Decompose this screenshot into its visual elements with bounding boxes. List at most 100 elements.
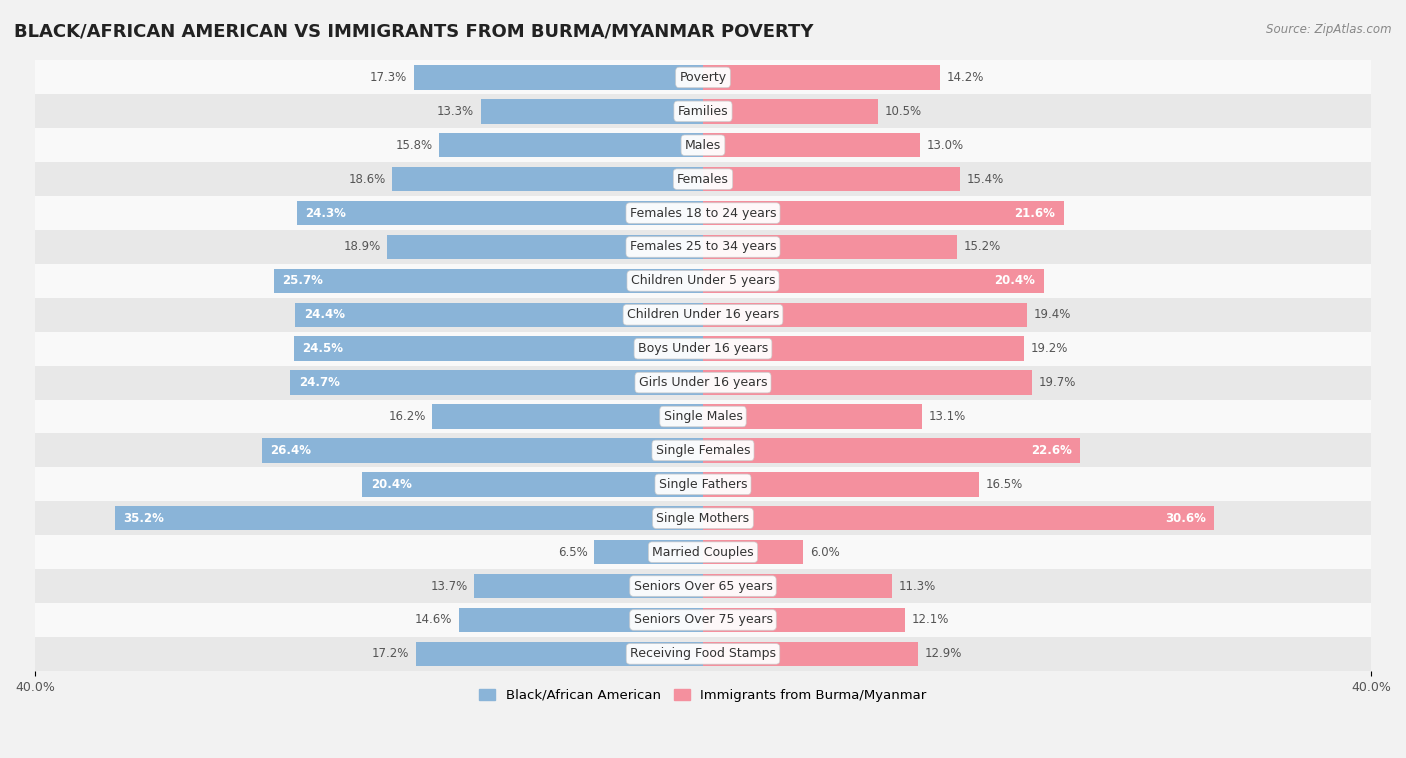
Text: 11.3%: 11.3% xyxy=(898,580,935,593)
Text: 6.5%: 6.5% xyxy=(558,546,588,559)
Text: Poverty: Poverty xyxy=(679,71,727,84)
Bar xyxy=(703,302,1026,327)
Text: Females: Females xyxy=(678,173,728,186)
Bar xyxy=(294,337,703,361)
Text: 13.0%: 13.0% xyxy=(927,139,965,152)
Text: 30.6%: 30.6% xyxy=(1164,512,1206,525)
Bar xyxy=(703,574,891,598)
Bar xyxy=(35,535,1371,569)
Text: Single Mothers: Single Mothers xyxy=(657,512,749,525)
Bar xyxy=(387,235,703,259)
Bar xyxy=(35,230,1371,264)
Bar xyxy=(392,167,703,191)
Bar xyxy=(35,434,1371,468)
Text: 22.6%: 22.6% xyxy=(1031,444,1073,457)
Bar xyxy=(274,268,703,293)
Text: 17.3%: 17.3% xyxy=(370,71,408,84)
Bar xyxy=(35,569,1371,603)
Text: 20.4%: 20.4% xyxy=(994,274,1035,287)
Bar xyxy=(35,162,1371,196)
Text: Seniors Over 75 years: Seniors Over 75 years xyxy=(634,613,772,626)
Bar xyxy=(35,264,1371,298)
Text: 16.5%: 16.5% xyxy=(986,478,1022,491)
Bar xyxy=(35,637,1371,671)
Bar xyxy=(115,506,703,531)
Bar xyxy=(433,404,703,429)
Bar xyxy=(481,99,703,124)
Bar xyxy=(474,574,703,598)
Text: Females 18 to 24 years: Females 18 to 24 years xyxy=(630,207,776,220)
Bar xyxy=(703,540,803,565)
Text: 13.1%: 13.1% xyxy=(928,410,966,423)
Text: 15.8%: 15.8% xyxy=(395,139,433,152)
Text: 14.2%: 14.2% xyxy=(946,71,984,84)
Text: Single Females: Single Females xyxy=(655,444,751,457)
Bar xyxy=(703,235,957,259)
Bar xyxy=(35,603,1371,637)
Text: 6.0%: 6.0% xyxy=(810,546,839,559)
Bar xyxy=(35,128,1371,162)
Bar xyxy=(35,399,1371,434)
Text: 20.4%: 20.4% xyxy=(371,478,412,491)
Text: Families: Families xyxy=(678,105,728,117)
Text: 24.5%: 24.5% xyxy=(302,342,343,356)
Bar xyxy=(703,404,922,429)
Bar xyxy=(262,438,703,462)
Text: Single Males: Single Males xyxy=(664,410,742,423)
Bar xyxy=(595,540,703,565)
Text: Children Under 16 years: Children Under 16 years xyxy=(627,309,779,321)
Bar xyxy=(416,642,703,666)
Text: 10.5%: 10.5% xyxy=(884,105,922,117)
Text: 12.1%: 12.1% xyxy=(911,613,949,626)
Text: 19.2%: 19.2% xyxy=(1031,342,1067,356)
Bar xyxy=(460,608,703,632)
Bar xyxy=(703,608,905,632)
Bar xyxy=(295,302,703,327)
Text: Males: Males xyxy=(685,139,721,152)
Bar xyxy=(703,65,941,89)
Bar xyxy=(703,99,879,124)
Text: Boys Under 16 years: Boys Under 16 years xyxy=(638,342,768,356)
Bar xyxy=(35,61,1371,95)
Text: Girls Under 16 years: Girls Under 16 years xyxy=(638,376,768,389)
Bar xyxy=(703,371,1032,395)
Bar xyxy=(703,472,979,496)
Text: 17.2%: 17.2% xyxy=(371,647,409,660)
Text: 19.4%: 19.4% xyxy=(1033,309,1071,321)
Legend: Black/African American, Immigrants from Burma/Myanmar: Black/African American, Immigrants from … xyxy=(474,684,932,707)
Text: Females 25 to 34 years: Females 25 to 34 years xyxy=(630,240,776,253)
Text: Married Couples: Married Couples xyxy=(652,546,754,559)
Bar xyxy=(35,196,1371,230)
Text: 15.2%: 15.2% xyxy=(963,240,1001,253)
Bar xyxy=(35,365,1371,399)
Text: 12.9%: 12.9% xyxy=(925,647,963,660)
Text: Single Fathers: Single Fathers xyxy=(659,478,747,491)
Text: 24.7%: 24.7% xyxy=(299,376,340,389)
Text: Receiving Food Stamps: Receiving Food Stamps xyxy=(630,647,776,660)
Text: Source: ZipAtlas.com: Source: ZipAtlas.com xyxy=(1267,23,1392,36)
Bar xyxy=(703,438,1080,462)
Bar xyxy=(703,201,1064,225)
Text: 19.7%: 19.7% xyxy=(1039,376,1076,389)
Bar xyxy=(413,65,703,89)
Text: 35.2%: 35.2% xyxy=(124,512,165,525)
Text: 25.7%: 25.7% xyxy=(283,274,323,287)
Text: 16.2%: 16.2% xyxy=(388,410,426,423)
Text: 13.3%: 13.3% xyxy=(437,105,474,117)
Bar xyxy=(703,167,960,191)
Bar xyxy=(703,268,1043,293)
Text: 15.4%: 15.4% xyxy=(967,173,1004,186)
Text: 13.7%: 13.7% xyxy=(430,580,468,593)
Bar xyxy=(439,133,703,158)
Bar xyxy=(297,201,703,225)
Text: 24.3%: 24.3% xyxy=(305,207,346,220)
Text: BLACK/AFRICAN AMERICAN VS IMMIGRANTS FROM BURMA/MYANMAR POVERTY: BLACK/AFRICAN AMERICAN VS IMMIGRANTS FRO… xyxy=(14,23,814,41)
Bar xyxy=(35,468,1371,501)
Bar xyxy=(703,642,918,666)
Bar xyxy=(703,506,1213,531)
Bar xyxy=(703,337,1024,361)
Bar xyxy=(363,472,703,496)
Text: 26.4%: 26.4% xyxy=(270,444,312,457)
Text: 24.4%: 24.4% xyxy=(304,309,344,321)
Text: 14.6%: 14.6% xyxy=(415,613,453,626)
